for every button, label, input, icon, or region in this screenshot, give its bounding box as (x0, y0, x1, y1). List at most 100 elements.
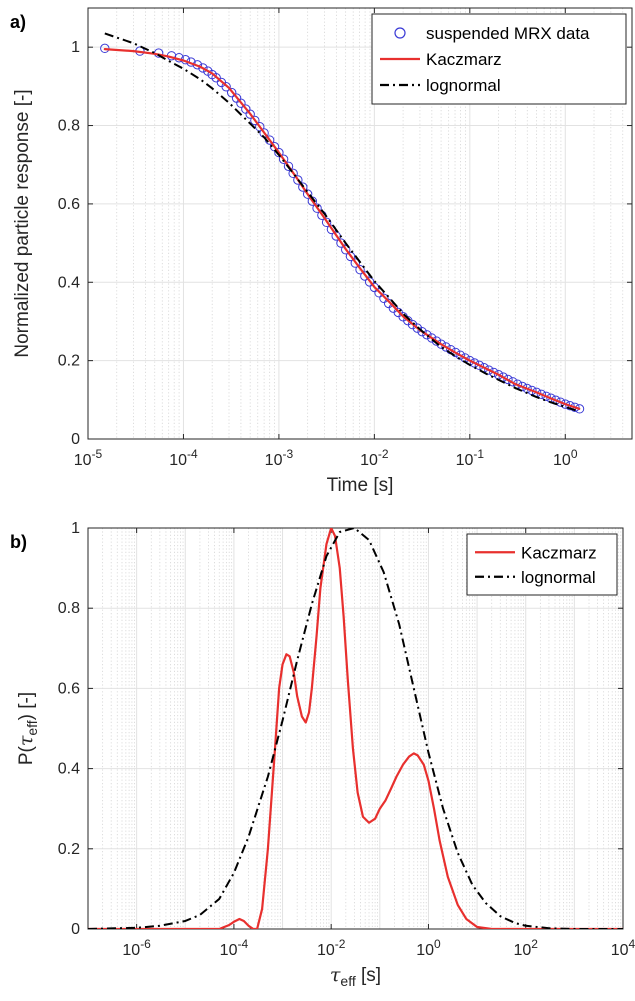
data-point (245, 109, 255, 119)
x-tick-label: 10-2 (360, 447, 389, 469)
series-line-lognormal (88, 528, 623, 929)
x-tick-label: 10-1 (456, 447, 485, 469)
data-point (379, 293, 389, 304)
data-point (565, 400, 575, 411)
data-point (211, 73, 221, 83)
y-axis-label: P(τeff) [-] (15, 692, 40, 765)
x-tick-label: 10-4 (169, 447, 198, 469)
data-point (350, 258, 360, 268)
data-point (517, 381, 528, 392)
series-line-kaczmarz (103, 48, 581, 410)
data-point (221, 82, 231, 92)
data-point (469, 358, 480, 368)
x-tick-label: 10-2 (317, 937, 346, 959)
data-point (250, 115, 260, 126)
data-point (369, 282, 380, 293)
y-tick-label: 0.8 (58, 600, 80, 617)
data-point (293, 175, 303, 185)
y-tick-label: 1 (71, 39, 80, 56)
legend-label: suspended MRX data (426, 24, 590, 43)
series-line-kaczmarz (88, 528, 623, 929)
x-tick-label: 104 (611, 937, 635, 959)
y-tick-label: 0.6 (58, 680, 80, 697)
data-point (302, 189, 313, 199)
data-point (489, 367, 499, 378)
data-point (536, 389, 547, 400)
x-axis-label: τeff [s] (330, 964, 381, 989)
data-point (274, 147, 284, 158)
axes-box (87, 527, 624, 930)
y-tick-label: 0.4 (58, 761, 80, 778)
data-point (412, 323, 423, 333)
y-tick-label: 0.2 (58, 841, 80, 858)
data-point (574, 404, 585, 414)
y-tick-label: 0.2 (58, 353, 80, 370)
y-tick-label: 0.8 (58, 118, 80, 135)
panel-label: b) (10, 532, 27, 552)
x-axis-label: Time [s] (327, 475, 394, 496)
y-tick-label: 0.6 (58, 196, 80, 213)
data-point (383, 298, 394, 309)
series-group (88, 528, 623, 929)
ticks: 10-6 10-4 10-2 100 102 104 0 0.2 0.4 0.6 0.8 1 (58, 520, 635, 959)
x-tick-label: 10-5 (74, 447, 103, 469)
data-point (484, 365, 494, 375)
series-group (100, 32, 585, 414)
legend-box (371, 13, 627, 105)
axes-box (87, 7, 633, 440)
data-point (508, 377, 518, 387)
data-point (431, 336, 442, 346)
data-point (455, 350, 465, 360)
data-point (236, 98, 246, 108)
legend-box (466, 533, 618, 596)
data-point (312, 203, 322, 213)
data-point (198, 63, 208, 73)
y-tick-label: 0 (71, 431, 80, 448)
x-tick-label: 100 (416, 937, 441, 959)
data-point (226, 87, 237, 98)
x-tick-label: 10-6 (122, 937, 151, 959)
legend-label: lognormal (426, 76, 501, 95)
legend: suspended MRX data Kaczmarz lognormal (371, 13, 627, 105)
data-point (503, 374, 513, 385)
data-point (298, 182, 308, 192)
data-point (374, 288, 384, 298)
y-tick-label: 1 (71, 520, 80, 537)
panel-label: a) (10, 12, 26, 32)
legend-label: lognormal (521, 568, 596, 587)
y-tick-label: 0.4 (58, 274, 80, 291)
data-point (283, 161, 294, 171)
x-tick-label: 100 (553, 447, 578, 469)
data-point (474, 360, 485, 371)
data-point (555, 397, 566, 407)
data-point (541, 391, 551, 401)
chart-panel-2: 10-6 10-4 10-2 100 102 104 0 0.2 0.4 0.6 0.8 1 Kaczm… (10, 520, 635, 989)
data-point (288, 168, 298, 179)
data-point (360, 271, 370, 281)
data-point (341, 245, 351, 255)
data-point (355, 265, 365, 275)
ticks: 10-5 10-4 10-3 10-2 10-1 100 0 0.2 0.4 0.6 0.8 1 (58, 8, 632, 469)
data-point (321, 217, 332, 228)
data-point (278, 154, 289, 164)
data-point (417, 326, 427, 337)
series-line-lognormal (104, 32, 580, 413)
x-tick-label: 102 (513, 937, 538, 959)
legend: Kaczmarz lognormal (466, 533, 618, 596)
x-tick-label: 10-4 (220, 937, 249, 959)
data-point (407, 319, 418, 330)
legend-label: Kaczmarz (521, 543, 597, 562)
data-point (441, 342, 451, 352)
data-point (426, 333, 437, 343)
data-point (255, 122, 265, 132)
data-point (560, 399, 570, 409)
legend-swatch (394, 27, 406, 39)
chart-panel-1: 10-5 10-4 10-3 10-2 10-1 100 0 0.2 0.4 0.6 0.8 1 sus… (10, 7, 633, 496)
y-tick-label: 0 (71, 921, 80, 938)
data-point (570, 402, 580, 412)
data-point (422, 330, 432, 340)
x-tick-label: 10-3 (265, 447, 294, 469)
legend-label: Kaczmarz (426, 50, 502, 69)
y-axis-label: Normalized particle response [-] (12, 89, 33, 357)
